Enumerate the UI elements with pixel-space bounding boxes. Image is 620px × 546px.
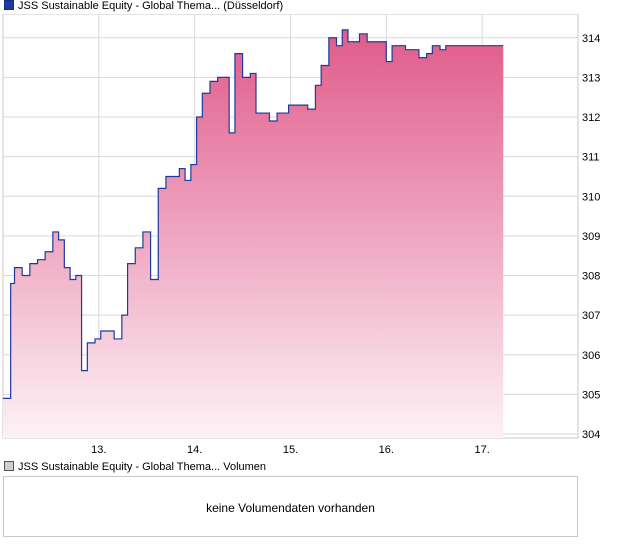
x-tick-label: 13. <box>91 444 106 456</box>
y-axis: 304 305 306 307 308 309 310 311 312 313 314 <box>582 33 600 441</box>
volume-legend: JSS Sustainable Equity - Global Thema...… <box>4 461 266 474</box>
y-tick-label: 305 <box>582 389 600 401</box>
price-chart: 304 305 306 307 308 309 310 311 312 313 314 13. 14.… <box>2 14 600 456</box>
y-tick-label: 310 <box>582 191 600 203</box>
x-tick-label: 16. <box>379 444 394 456</box>
y-tick-label: 306 <box>582 350 600 362</box>
price-line <box>3 29 504 399</box>
y-tick-label: 311 <box>582 152 600 164</box>
y-tick-label: 312 <box>582 112 600 124</box>
price-series-swatch <box>4 0 14 10</box>
volume-legend-label: JSS Sustainable Equity - Global Thema...… <box>18 461 267 473</box>
price-legend-label: JSS Sustainable Equity - Global Thema...… <box>18 0 284 12</box>
x-tick-label: 14. <box>187 444 202 456</box>
volume-panel: keine Volumendaten vorhanden <box>3 476 578 537</box>
x-axis: 13. 14. 15. 16. 17. <box>91 444 490 456</box>
price-legend: JSS Sustainable Equity - Global Thema...… <box>4 0 283 13</box>
volume-series-swatch <box>4 461 14 471</box>
y-tick-label: 307 <box>582 310 600 322</box>
price-area <box>3 29 504 439</box>
x-tick-label: 15. <box>283 444 298 456</box>
y-tick-label: 309 <box>582 231 600 243</box>
y-tick-label: 314 <box>582 33 600 45</box>
y-tick-label: 313 <box>582 72 600 84</box>
y-tick-label: 308 <box>582 271 600 283</box>
no-volume-message: keine Volumendaten vorhanden <box>206 501 375 515</box>
x-tick-label: 17. <box>475 444 490 456</box>
y-tick-label: 304 <box>582 429 600 441</box>
